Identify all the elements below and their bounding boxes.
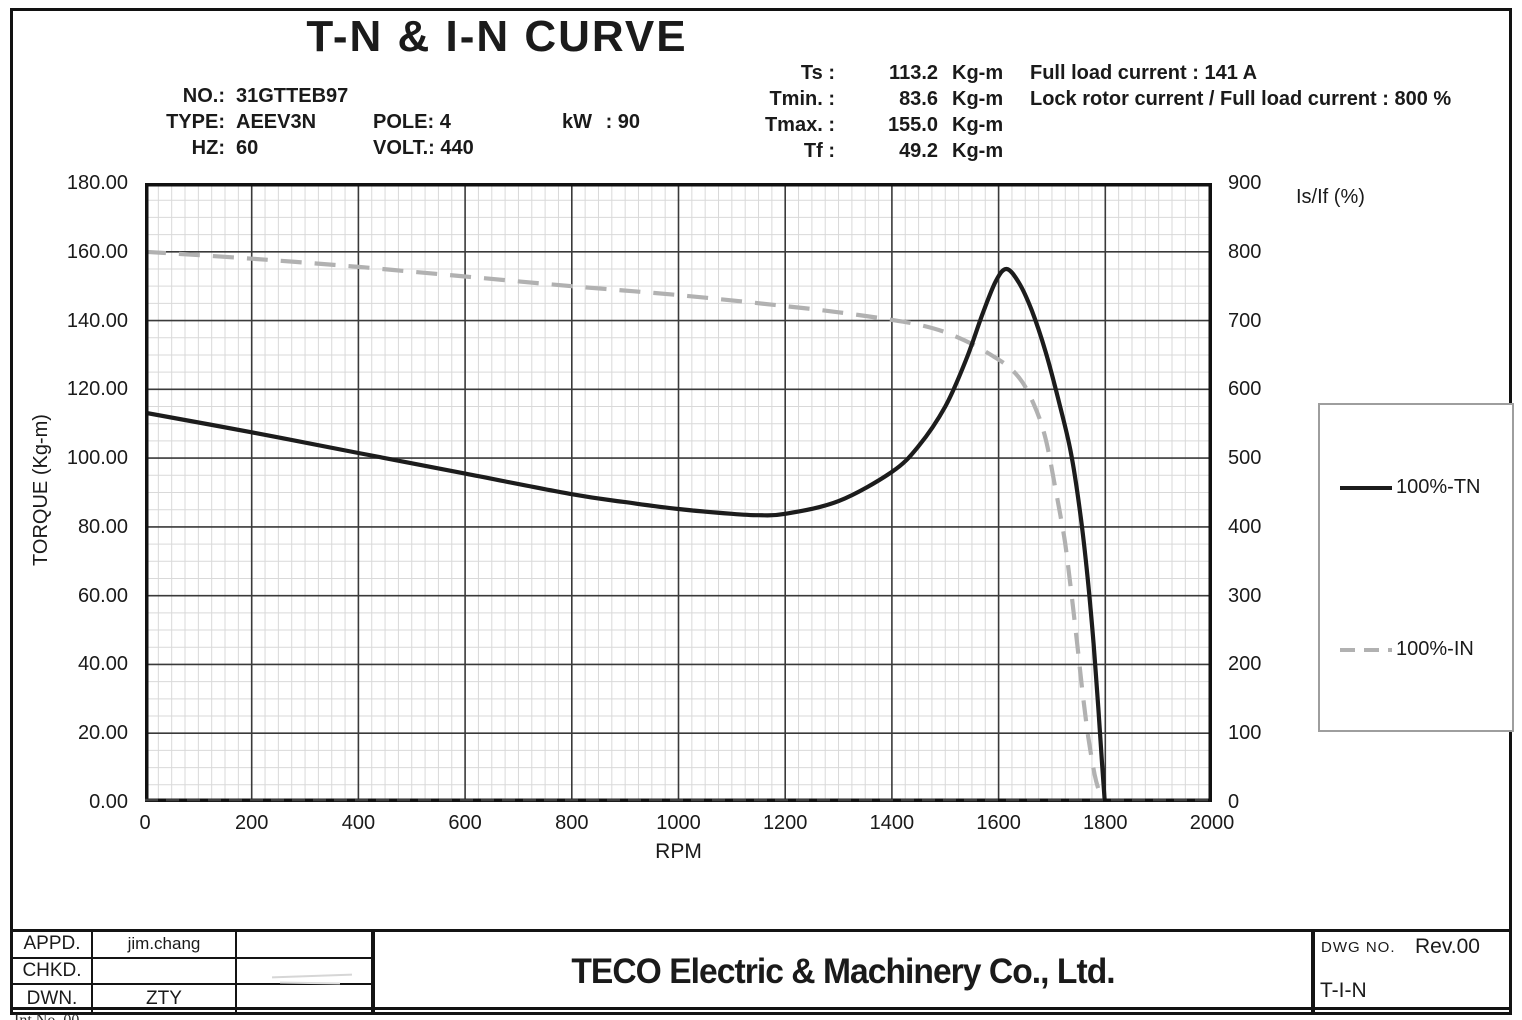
- y-right-tick-label: 700: [1228, 309, 1262, 332]
- legend-item-tn: 100%-TN: [1320, 476, 1512, 500]
- spec-kw: kW : 90: [562, 111, 640, 134]
- y-right-tick-label: 900: [1228, 172, 1262, 194]
- clipped-form-note: Int No. 00: [14, 1012, 174, 1020]
- y-right-tick-label: 400: [1228, 515, 1262, 538]
- y-left-tick-label: 60.00: [77, 584, 128, 607]
- y-left-tick-label: 180.00: [66, 172, 128, 194]
- tn-in-chart-plot: [142, 183, 1212, 805]
- spec-type-label: TYPE:: [166, 111, 225, 133]
- x-tick-label: 200: [235, 812, 269, 834]
- rating-tmin-unit: Kg-m: [952, 88, 1004, 110]
- spec-kw-label: kW: [562, 111, 592, 133]
- x-tick-label: 1200: [762, 812, 808, 834]
- spec-pole: POLE: 4: [373, 111, 451, 134]
- chart-legend: 100%-TN 100%-IN: [1318, 403, 1514, 732]
- page-title: T-N & I-N CURVE: [306, 12, 688, 61]
- spec-hz-label: HZ:: [191, 137, 225, 159]
- x-tick-label: 1400: [869, 812, 915, 834]
- table-cell-appd-extra: [237, 932, 371, 959]
- dwg-block: DWG NO. Rev.00 T-I-N: [1312, 929, 1512, 1015]
- in-curve: [144, 249, 1107, 804]
- rating-ts-label: Ts :: [800, 62, 835, 84]
- spec-pole-value: 4: [439, 111, 451, 133]
- spec-kw-sep: :: [605, 111, 613, 133]
- rating-ts-note: Full load current : 141 A: [1030, 62, 1258, 84]
- x-tick-label: 2000: [1189, 812, 1235, 834]
- spec-no-label: NO.:: [182, 85, 225, 107]
- spec-volt-value: 440: [440, 137, 474, 159]
- y-axis-left-title: TORQUE (Kg-m): [30, 414, 52, 566]
- table-cell-chkd-label: CHKD.: [13, 958, 93, 986]
- y-right-tick-label: 300: [1228, 584, 1262, 607]
- dwg-no-label: DWG NO.: [1321, 939, 1396, 956]
- rating-ts-value: 113.2: [889, 62, 938, 84]
- table-cell-chkd-extra: [237, 959, 371, 986]
- spec-no-value: 31GTTEB97: [236, 85, 349, 107]
- x-tick-label: 1000: [656, 812, 701, 834]
- legend-label-in: 100%-IN: [1396, 638, 1474, 660]
- table-cell-dwn-name: ZTY: [93, 985, 237, 1012]
- x-tick-label: 400: [341, 812, 376, 834]
- rating-tmin-note: Lock rotor current / Full load current :…: [1030, 88, 1452, 110]
- y-right-tick-label: 600: [1228, 378, 1262, 401]
- spec-volt: VOLT.: 440: [373, 137, 474, 160]
- spec-volt-label: VOLT.:: [373, 137, 435, 159]
- company-name: TECO Electric & Machinery Co., Ltd.: [571, 952, 1115, 991]
- in-line-sample-icon: [1340, 648, 1392, 652]
- company-block: TECO Electric & Machinery Co., Ltd.: [372, 929, 1314, 1015]
- rating-tf-label: Tf :: [803, 140, 835, 162]
- rating-ts-unit: Kg-m: [952, 62, 1004, 84]
- y-left-tick-label: 80.00: [77, 515, 128, 538]
- rating-tf-value: 49.2: [899, 140, 938, 162]
- y-right-tick-label: 800: [1228, 240, 1262, 263]
- approval-table: APPD. jim.chang CHKD. DWN. ZTY: [10, 929, 374, 1015]
- rating-tmax-label: Tmax. :: [764, 114, 835, 136]
- rating-tf-unit: Kg-m: [952, 140, 1004, 162]
- table-cell-dwn-extra: [237, 985, 371, 1012]
- y-left-tick-label: 0.00: [89, 791, 128, 813]
- rating-tmin-value: 83.6: [899, 88, 938, 110]
- legend-label-tn: 100%-TN: [1396, 476, 1481, 498]
- x-tick-label: 600: [448, 812, 482, 834]
- x-tick-label: 800: [555, 812, 589, 834]
- y-left-tick-label: 140.00: [66, 309, 128, 332]
- table-cell-dwn-label: DWN.: [13, 985, 93, 1012]
- table-cell-appd-name: jim.chang: [93, 932, 237, 959]
- spec-type-value: AEEV3N: [236, 111, 317, 133]
- dwg-number: T-I-N: [1320, 979, 1367, 1002]
- spec-hz-value: 60: [236, 137, 259, 159]
- x-tick-label: 0: [139, 812, 151, 834]
- y-left-tick-label: 120.00: [66, 378, 128, 401]
- y-right-tick-label: 500: [1228, 447, 1262, 470]
- x-tick-label: 1800: [1083, 812, 1128, 834]
- y-axis-right-title: Is/If (%): [1296, 186, 1365, 208]
- legend-item-in: 100%-IN: [1320, 638, 1512, 662]
- rating-tmax-value: 155.0: [887, 114, 938, 136]
- tn-curve: [142, 266, 1107, 805]
- y-right-tick-label: 0: [1228, 791, 1240, 813]
- spec-pole-label: POLE:: [373, 111, 435, 133]
- table-cell-appd-label: APPD.: [13, 932, 93, 959]
- y-right-tick-label: 100: [1228, 722, 1262, 745]
- y-left-tick-label: 40.00: [77, 653, 128, 676]
- y-left-tick-label: 160.00: [66, 240, 128, 263]
- y-left-tick-label: 100.00: [66, 447, 128, 470]
- dwg-revision: Rev.00: [1415, 935, 1480, 958]
- chart-canvas: [142, 183, 1212, 805]
- x-axis-title: RPM: [655, 840, 702, 863]
- y-right-tick-label: 200: [1228, 653, 1262, 676]
- spec-kw-value: 90: [617, 111, 641, 133]
- tn-line-sample-icon: [1340, 486, 1392, 490]
- faint-watermark: [271, 973, 356, 987]
- x-tick-label: 1600: [976, 812, 1021, 834]
- rating-tmin-label: Tmin. :: [769, 88, 835, 110]
- y-left-tick-label: 20.00: [77, 722, 128, 745]
- rating-tmax-unit: Kg-m: [952, 114, 1004, 136]
- table-cell-chkd-name: [93, 958, 237, 986]
